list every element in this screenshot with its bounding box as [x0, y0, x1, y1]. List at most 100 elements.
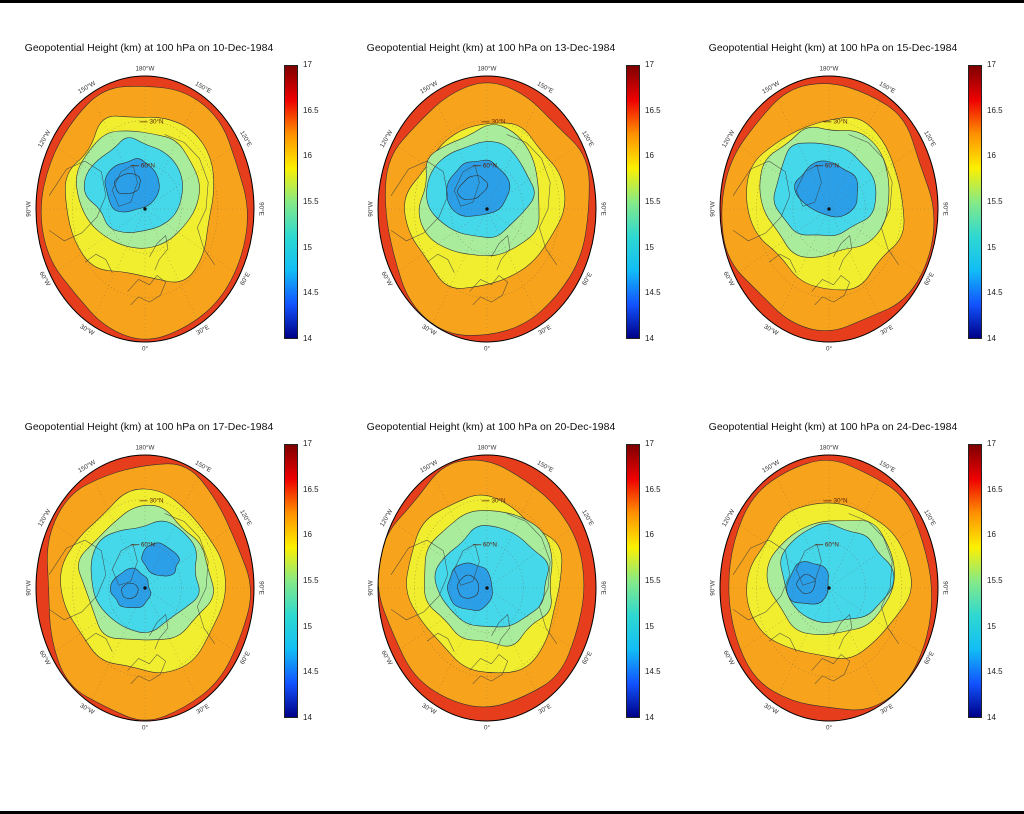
graticule — [378, 76, 596, 342]
colorbar-tick-label: 15.5 — [645, 576, 661, 585]
latitude-label: 30°N — [492, 117, 507, 125]
panel-15-dec: Geopotential Height (km) at 100 hPa on 1… — [700, 42, 1014, 359]
latitude-label: 60°N — [141, 161, 156, 169]
colorbar-tick-label: 15 — [303, 242, 312, 252]
map-boundary — [35, 454, 255, 722]
longitude-label: 90°E — [258, 581, 266, 595]
colorbar-tick-label: 14 — [987, 713, 996, 722]
colorbar-tick-label: 16.5 — [987, 484, 1003, 494]
longitude-label: 90°E — [258, 202, 266, 216]
longitude-label: 180°W — [478, 444, 497, 452]
graticule — [36, 455, 254, 721]
longitude-label: 90°E — [600, 581, 608, 595]
latitude-labels: 30°N 60°N — [472, 496, 506, 548]
latitude-label: 30°N — [150, 496, 165, 504]
panel-title: Geopotential Height (km) at 100 hPa on 1… — [24, 421, 274, 433]
map-boundary — [35, 75, 255, 343]
contour-bands — [36, 76, 254, 342]
colorbar-tick-label: 16.5 — [303, 484, 319, 494]
colorbar-tick-label: 15 — [645, 621, 654, 631]
panel-title: Geopotential Height (km) at 100 hPa on 2… — [708, 421, 958, 433]
latitude-labels: 30°N 60°N — [472, 117, 507, 169]
colorbar-tick-label: 14 — [987, 334, 996, 343]
longitude-label: 0° — [826, 345, 833, 353]
coastlines — [48, 134, 216, 305]
colorbar-tick-label: 16.5 — [987, 105, 1003, 115]
colorbar-tick-label: 15 — [303, 621, 312, 631]
longitude-label: 180°W — [136, 65, 155, 73]
colorbar: 17 16.5 16 15.5 15 14.5 14 — [624, 61, 668, 343]
latitude-label: 60°N — [825, 540, 840, 548]
colorbar-gradient — [284, 444, 298, 718]
colorbar-tick-label: 16 — [987, 530, 996, 540]
pole-dot — [827, 207, 831, 211]
colorbar-tick-label: 14 — [303, 713, 312, 722]
latitude-labels: 30°N 60°N — [814, 117, 848, 169]
colorbar-tick-label: 15.5 — [303, 576, 319, 585]
panel-title: Geopotential Height (km) at 100 hPa on 1… — [708, 42, 958, 54]
colorbar-tick-label: 16 — [303, 530, 312, 540]
figure-grid: Geopotential Height (km) at 100 hPa on 1… — [0, 42, 1024, 738]
colorbar-tick-label: 16.5 — [645, 105, 661, 115]
colorbar-tick-label: 14.5 — [303, 667, 319, 677]
graticule — [36, 76, 254, 342]
panel-17-dec: Geopotential Height (km) at 100 hPa on 1… — [16, 421, 330, 738]
colorbar-tick-label: 14.5 — [645, 288, 661, 298]
colorbar-tick-label: 17 — [987, 439, 996, 448]
longitude-label: 0° — [142, 345, 149, 353]
longitude-label: 90°W — [709, 580, 717, 596]
longitude-label: 0° — [484, 345, 491, 353]
colorbar-tick-label: 15 — [987, 621, 996, 631]
figure-row-2: Geopotential Height (km) at 100 hPa on 1… — [0, 421, 1024, 738]
panel-13-dec: Geopotential Height (km) at 100 hPa on 1… — [358, 42, 672, 359]
colorbar-tick-label: 16 — [645, 151, 654, 161]
colorbar-tick-label: 16 — [987, 151, 996, 161]
map-boundary — [719, 75, 939, 343]
contour-bands — [36, 455, 254, 721]
colorbar-tick-label: 17 — [303, 439, 312, 448]
colorbar-tick-label: 14 — [303, 334, 312, 343]
polar-contour-map: 180°W150°E120°E90°E60°E30°E0°30°W60°W90°… — [709, 65, 950, 353]
graticule — [720, 455, 938, 721]
latitude-label: 60°N — [483, 161, 498, 169]
colorbar: 17 16.5 16 15.5 15 14.5 14 — [282, 61, 326, 343]
colorbar: 17 16.5 16 15.5 15 14.5 14 — [624, 440, 668, 722]
colorbar-tick-label: 17 — [645, 439, 654, 448]
latitude-labels: 30°N 60°N — [130, 117, 164, 169]
colorbar-tick-label: 16.5 — [303, 105, 319, 115]
longitude-label: 90°E — [600, 202, 608, 216]
panel-20-dec: Geopotential Height (km) at 100 hPa on 2… — [358, 421, 672, 738]
colorbar-tick-label: 16.5 — [645, 484, 661, 494]
pole-dot — [143, 586, 147, 590]
pole-dot — [143, 207, 147, 211]
latitude-label: 30°N — [834, 496, 849, 504]
map-boundary — [377, 75, 597, 343]
colorbar-tick-label: 14.5 — [987, 288, 1003, 298]
colorbar-tick-label: 14.5 — [645, 667, 661, 677]
polar-contour-map: 180°W150°E120°E90°E60°E30°E0°30°W60°W90°… — [709, 444, 950, 732]
colorbar-gradient — [626, 444, 640, 718]
latitude-label: 60°N — [141, 540, 156, 548]
longitude-label: 180°W — [136, 444, 155, 452]
colorbar-tick-label: 16 — [303, 151, 312, 161]
colorbar-tick-label: 15.5 — [987, 197, 1003, 206]
graticule — [720, 76, 938, 342]
colorbar-tick-label: 17 — [645, 60, 654, 69]
longitude-label: 90°W — [25, 580, 33, 596]
panel-24-dec: Geopotential Height (km) at 100 hPa on 2… — [700, 421, 1014, 738]
longitude-label: 180°W — [478, 65, 497, 73]
panel-title: Geopotential Height (km) at 100 hPa on 2… — [366, 421, 616, 433]
longitude-label: 0° — [142, 724, 149, 732]
longitude-label: 90°W — [367, 201, 375, 217]
colorbar: 17 16.5 16 15.5 15 14.5 14 — [282, 440, 326, 722]
longitude-label: 180°W — [820, 444, 839, 452]
pole-dot — [827, 586, 831, 590]
top-border — [0, 0, 1024, 3]
map-boundary — [377, 454, 597, 722]
polar-contour-map: 180°W150°E120°E90°E60°E30°E0°30°W60°W90°… — [367, 444, 608, 732]
colorbar-tick-label: 14.5 — [987, 667, 1003, 677]
coastlines — [48, 513, 216, 684]
longitude-label: 0° — [484, 724, 491, 732]
panel-title: Geopotential Height (km) at 100 hPa on 1… — [24, 42, 274, 54]
longitude-label: 90°W — [709, 201, 717, 217]
